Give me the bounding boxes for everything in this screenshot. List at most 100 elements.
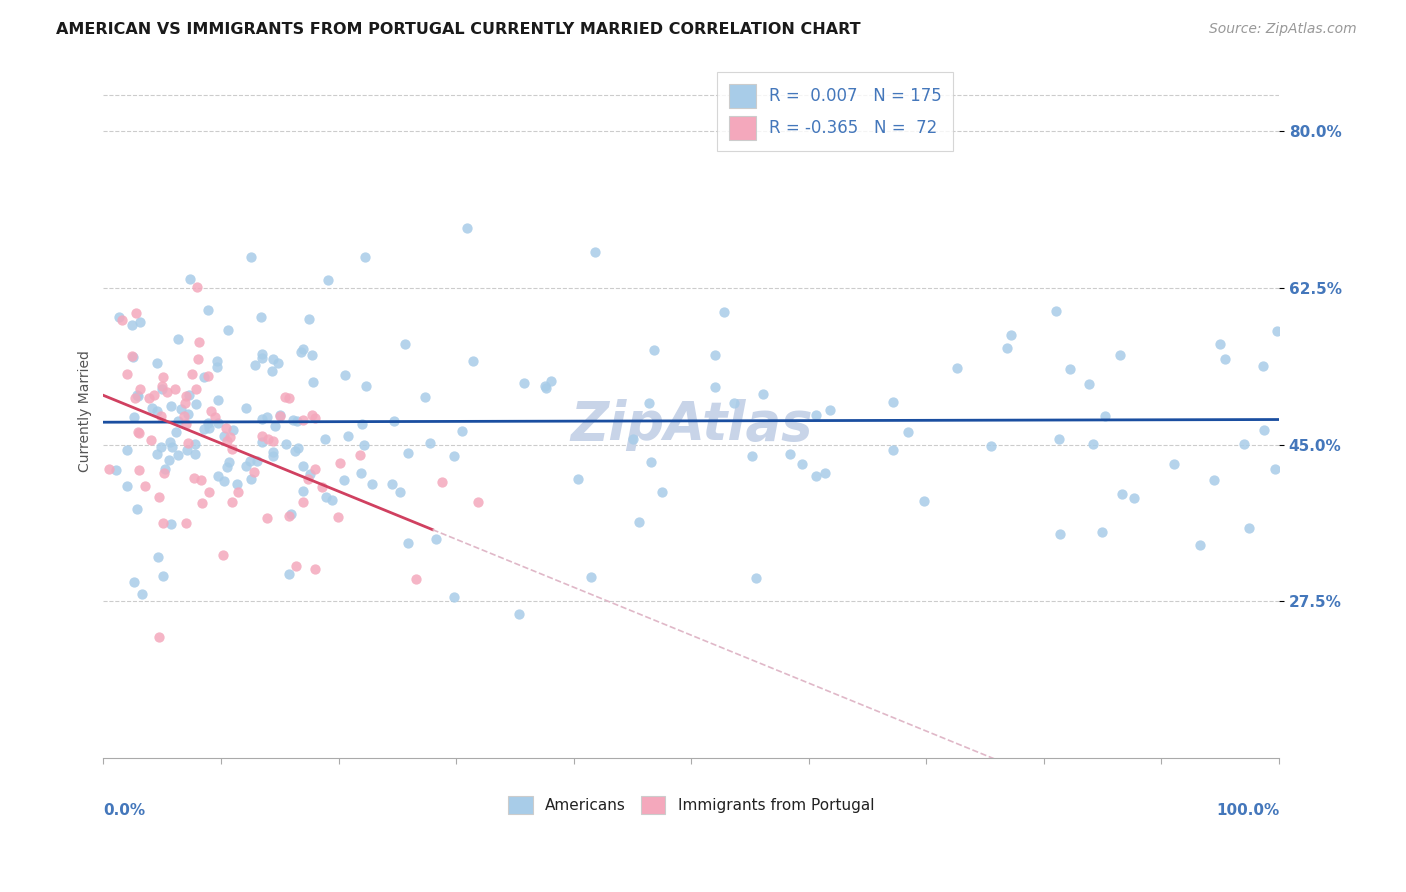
Point bbox=[219, 430, 242, 444]
Point bbox=[129, 382, 152, 396]
Point bbox=[153, 461, 176, 475]
Point bbox=[115, 367, 138, 381]
Point bbox=[127, 501, 149, 516]
Point bbox=[145, 404, 167, 418]
Point bbox=[239, 454, 262, 468]
Point bbox=[508, 607, 530, 621]
Point bbox=[134, 479, 156, 493]
Point bbox=[467, 495, 489, 509]
Point bbox=[287, 441, 309, 455]
Point bbox=[280, 507, 302, 521]
Point bbox=[225, 476, 247, 491]
Point bbox=[637, 395, 659, 409]
Point bbox=[177, 435, 200, 450]
Point bbox=[121, 349, 143, 363]
Point bbox=[304, 562, 326, 576]
Point bbox=[804, 409, 827, 423]
Point bbox=[443, 450, 465, 464]
Text: ZipAtlas: ZipAtlas bbox=[569, 399, 813, 450]
Point bbox=[198, 421, 221, 435]
Point bbox=[205, 354, 228, 368]
Point bbox=[1237, 521, 1260, 535]
Point bbox=[285, 414, 308, 428]
Point bbox=[245, 358, 267, 372]
Point bbox=[187, 352, 209, 367]
Text: 100.0%: 100.0% bbox=[1216, 803, 1279, 818]
Point bbox=[361, 477, 384, 491]
Point bbox=[1083, 437, 1105, 451]
Point bbox=[165, 382, 187, 396]
Point bbox=[297, 472, 319, 486]
Point bbox=[291, 495, 314, 509]
Point bbox=[139, 434, 162, 448]
Point bbox=[1047, 432, 1070, 446]
Point bbox=[152, 516, 174, 531]
Point bbox=[176, 407, 198, 421]
Point bbox=[1059, 361, 1081, 376]
Point bbox=[304, 462, 326, 476]
Point bbox=[980, 439, 1002, 453]
Point bbox=[723, 396, 745, 410]
Point bbox=[1188, 538, 1211, 552]
Point bbox=[235, 459, 257, 474]
Point bbox=[127, 389, 149, 403]
Point bbox=[152, 369, 174, 384]
Point bbox=[124, 306, 146, 320]
Point bbox=[138, 391, 160, 405]
Point bbox=[197, 485, 219, 500]
Point bbox=[197, 368, 219, 383]
Point bbox=[263, 419, 285, 434]
Point bbox=[321, 492, 343, 507]
Point bbox=[413, 390, 436, 404]
Point bbox=[160, 440, 183, 454]
Point bbox=[1049, 527, 1071, 541]
Point bbox=[250, 310, 273, 325]
Point bbox=[350, 417, 373, 431]
Point bbox=[567, 472, 589, 486]
Point bbox=[315, 490, 337, 504]
Point bbox=[193, 370, 215, 384]
Y-axis label: Currently Married: Currently Married bbox=[79, 350, 93, 472]
Point bbox=[124, 409, 146, 424]
Point bbox=[304, 411, 326, 425]
Point bbox=[643, 343, 665, 357]
Point bbox=[159, 434, 181, 449]
Point bbox=[197, 302, 219, 317]
Point bbox=[256, 410, 278, 425]
Point bbox=[152, 569, 174, 583]
Point bbox=[165, 425, 187, 440]
Point bbox=[262, 352, 284, 367]
Point bbox=[1111, 487, 1133, 501]
Point bbox=[180, 367, 202, 381]
Point bbox=[278, 509, 301, 524]
Point bbox=[456, 221, 478, 235]
Point bbox=[1091, 524, 1114, 539]
Point bbox=[333, 368, 356, 382]
Point bbox=[752, 387, 775, 401]
Point bbox=[394, 337, 416, 351]
Point bbox=[257, 432, 280, 446]
Point bbox=[197, 416, 219, 430]
Point bbox=[115, 479, 138, 493]
Point bbox=[349, 449, 371, 463]
Point bbox=[804, 469, 827, 483]
Point bbox=[1253, 423, 1275, 437]
Point bbox=[326, 509, 349, 524]
Point bbox=[277, 567, 299, 582]
Point bbox=[382, 414, 405, 428]
Point bbox=[190, 496, 212, 510]
Point bbox=[212, 548, 235, 562]
Point bbox=[269, 408, 291, 422]
Point bbox=[945, 361, 967, 376]
Point bbox=[262, 449, 284, 463]
Point bbox=[1251, 359, 1274, 373]
Point bbox=[174, 396, 197, 410]
Point bbox=[1094, 409, 1116, 423]
Point bbox=[534, 379, 557, 393]
Point bbox=[207, 416, 229, 430]
Point bbox=[184, 437, 207, 451]
Point bbox=[170, 401, 193, 416]
Point bbox=[704, 379, 727, 393]
Point bbox=[141, 401, 163, 415]
Point bbox=[301, 408, 323, 422]
